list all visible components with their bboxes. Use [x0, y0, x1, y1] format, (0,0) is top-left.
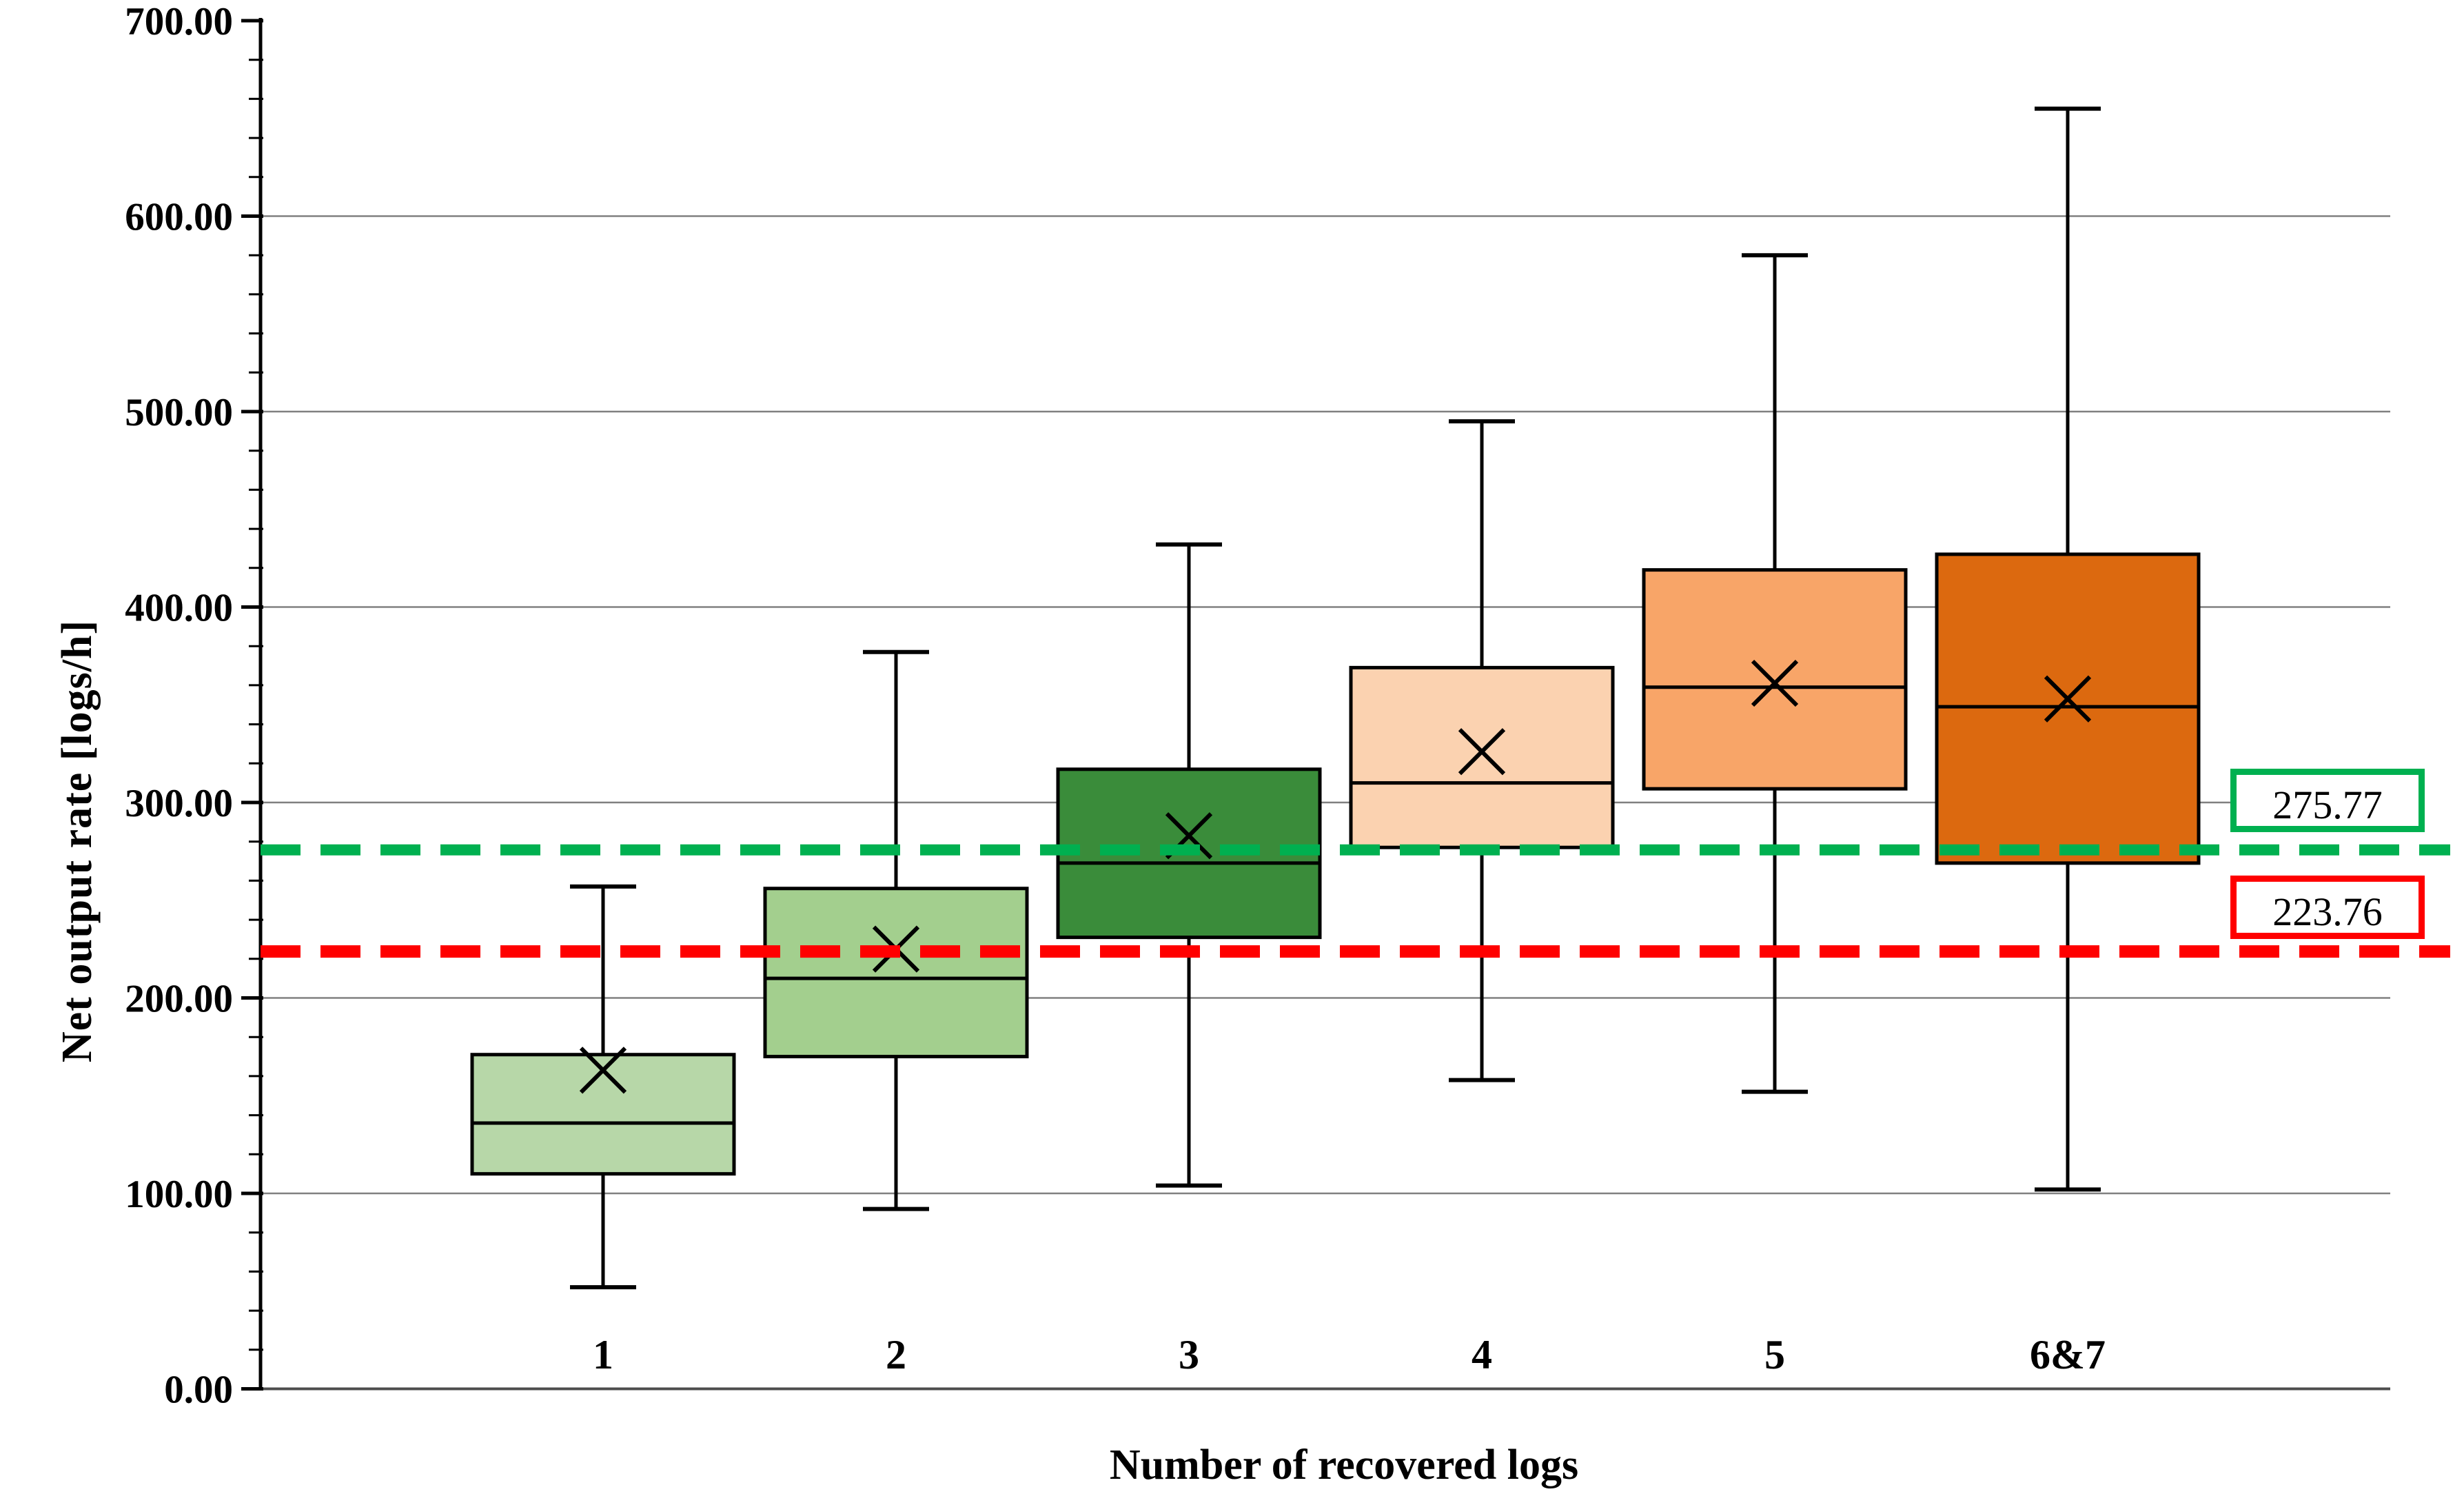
- mean-marker: [2044, 675, 2092, 723]
- box-1: [470, 1053, 736, 1176]
- boxes: [470, 106, 2201, 1290]
- y-tick-label: 600.00: [125, 196, 233, 239]
- y-tick-label: 300.00: [125, 782, 233, 825]
- y-tick-label: 0.00: [164, 1368, 233, 1412]
- box-4: [1349, 665, 1615, 849]
- mean-marker: [1458, 728, 1506, 776]
- gridlines: [261, 215, 2390, 1391]
- x-category-label: 5: [1764, 1332, 1785, 1377]
- y-axis-title: Net output rate [logs/h]: [54, 619, 101, 1063]
- x-category-label: 1: [593, 1332, 613, 1377]
- box-5: [1642, 568, 1908, 791]
- y-axis: [241, 18, 263, 1391]
- axis-labels: 0.00 100.00 200.00 300.00 400.00 500.00 600.00…: [125, 0, 2106, 1412]
- x-category-label: 4: [1472, 1332, 1492, 1377]
- x-category-label: 3: [1179, 1332, 1199, 1377]
- y-tick-label: 500.00: [125, 391, 233, 434]
- x-category-label: 6&7: [2030, 1332, 2106, 1377]
- ref-label-green: 275.77: [2230, 769, 2425, 832]
- y-tick-label: 700.00: [125, 0, 233, 43]
- mean-marker: [579, 1047, 627, 1094]
- y-tick-label: 400.00: [125, 587, 233, 630]
- ref-label-red: 223.76: [2230, 876, 2425, 939]
- y-tick-label: 100.00: [125, 1173, 233, 1216]
- x-category-label: 2: [886, 1332, 906, 1377]
- x-axis-title: Number of recovered logs: [1109, 1442, 1579, 1488]
- box-6&7: [1935, 552, 2201, 865]
- y-tick-label: 200.00: [125, 978, 233, 1021]
- mean-marker: [1751, 659, 1799, 707]
- box-2: [763, 887, 1029, 1059]
- reference-lines: [261, 844, 2450, 958]
